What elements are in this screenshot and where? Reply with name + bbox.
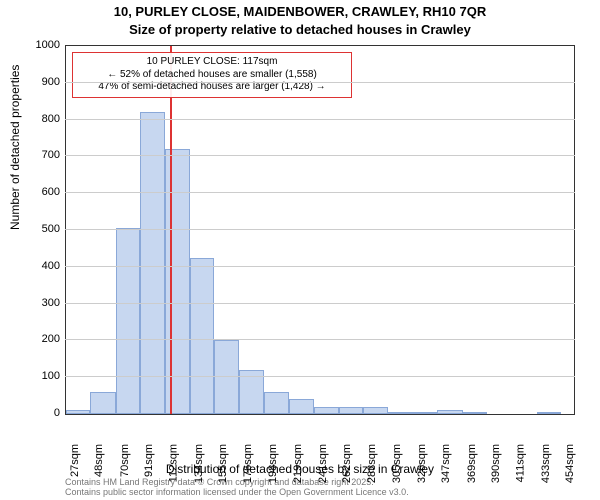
annotation-smaller: ← 52% of detached houses are smaller (1,…: [79, 69, 345, 82]
chart-title-address: 10, PURLEY CLOSE, MAIDENBOWER, CRAWLEY, …: [0, 4, 600, 19]
x-tick-label: 91sqm: [143, 444, 155, 477]
y-gridline: [65, 229, 575, 230]
y-tick-label: 300: [42, 297, 60, 309]
x-tick-label: 219sqm: [292, 444, 304, 483]
x-tick-label: 369sqm: [466, 444, 478, 483]
x-tick-label: 70sqm: [119, 444, 131, 477]
histogram-bar: [264, 392, 288, 414]
histogram-bar: [339, 407, 363, 414]
annotation-larger: 47% of semi-detached houses are larger (…: [79, 81, 345, 94]
chart-title-description: Size of property relative to detached ho…: [0, 22, 600, 37]
histogram-bar: [90, 392, 116, 414]
histogram-bar: [537, 412, 561, 414]
histogram-bar: [314, 407, 338, 414]
y-gridline: [65, 376, 575, 377]
x-tick-label: 27sqm: [69, 444, 81, 477]
x-tick-label: 454sqm: [564, 444, 576, 483]
x-tick-label: 347sqm: [440, 444, 452, 483]
y-tick-label: 400: [42, 260, 60, 272]
x-tick-label: 176sqm: [242, 444, 254, 483]
x-tick-label: 390sqm: [490, 444, 502, 483]
x-tick-label: 155sqm: [217, 444, 229, 483]
histogram-bar: [437, 410, 463, 414]
y-tick-label: 100: [42, 370, 60, 382]
histogram-bar: [165, 149, 191, 414]
x-tick-label: 241sqm: [317, 444, 329, 483]
y-gridline: [65, 303, 575, 304]
y-tick-label: 200: [42, 333, 60, 345]
property-size-histogram: 10, PURLEY CLOSE, MAIDENBOWER, CRAWLEY, …: [0, 0, 600, 500]
annotation-box: 10 PURLEY CLOSE: 117sqm ← 52% of detache…: [72, 52, 352, 98]
attribution-footer: Contains HM Land Registry data © Crown c…: [65, 478, 409, 498]
x-tick-label: 305sqm: [391, 444, 403, 483]
y-tick-label: 800: [42, 113, 60, 125]
histogram-bar: [289, 399, 315, 414]
y-axis-label: Number of detached properties: [8, 65, 22, 230]
y-gridline: [65, 339, 575, 340]
x-tick-label: 112sqm: [168, 444, 180, 482]
annotation-title: 10 PURLEY CLOSE: 117sqm: [79, 56, 345, 69]
y-tick-label: 900: [42, 76, 60, 88]
x-tick-label: 433sqm: [540, 444, 552, 483]
x-tick-label: 198sqm: [267, 444, 279, 483]
histogram-bar: [66, 410, 90, 414]
property-marker-line: [170, 46, 172, 414]
x-tick-label: 48sqm: [93, 444, 105, 477]
histogram-bar: [413, 412, 437, 414]
y-gridline: [65, 155, 575, 156]
histogram-bar: [214, 340, 238, 414]
histogram-bar: [363, 407, 389, 414]
footer-line-2: Contains public sector information licen…: [65, 488, 409, 498]
histogram-bar: [463, 412, 487, 414]
y-gridline: [65, 266, 575, 267]
plot-area: 10 PURLEY CLOSE: 117sqm ← 52% of detache…: [65, 45, 575, 415]
histogram-bar: [116, 228, 140, 414]
x-tick-label: 262sqm: [342, 444, 354, 483]
x-tick-label: 326sqm: [416, 444, 428, 483]
y-tick-label: 700: [42, 149, 60, 161]
y-gridline: [65, 119, 575, 120]
histogram-bar: [190, 258, 214, 414]
y-tick-label: 0: [54, 407, 60, 419]
y-tick-label: 500: [42, 223, 60, 235]
histogram-bar: [140, 112, 164, 414]
y-gridline: [65, 82, 575, 83]
y-gridline: [65, 192, 575, 193]
x-tick-label: 283sqm: [366, 444, 378, 483]
y-tick-label: 600: [42, 186, 60, 198]
y-tick-label: 1000: [36, 39, 60, 51]
x-tick-label: 134sqm: [193, 444, 205, 483]
x-tick-label: 411sqm: [514, 444, 526, 482]
histogram-bar: [388, 412, 412, 414]
